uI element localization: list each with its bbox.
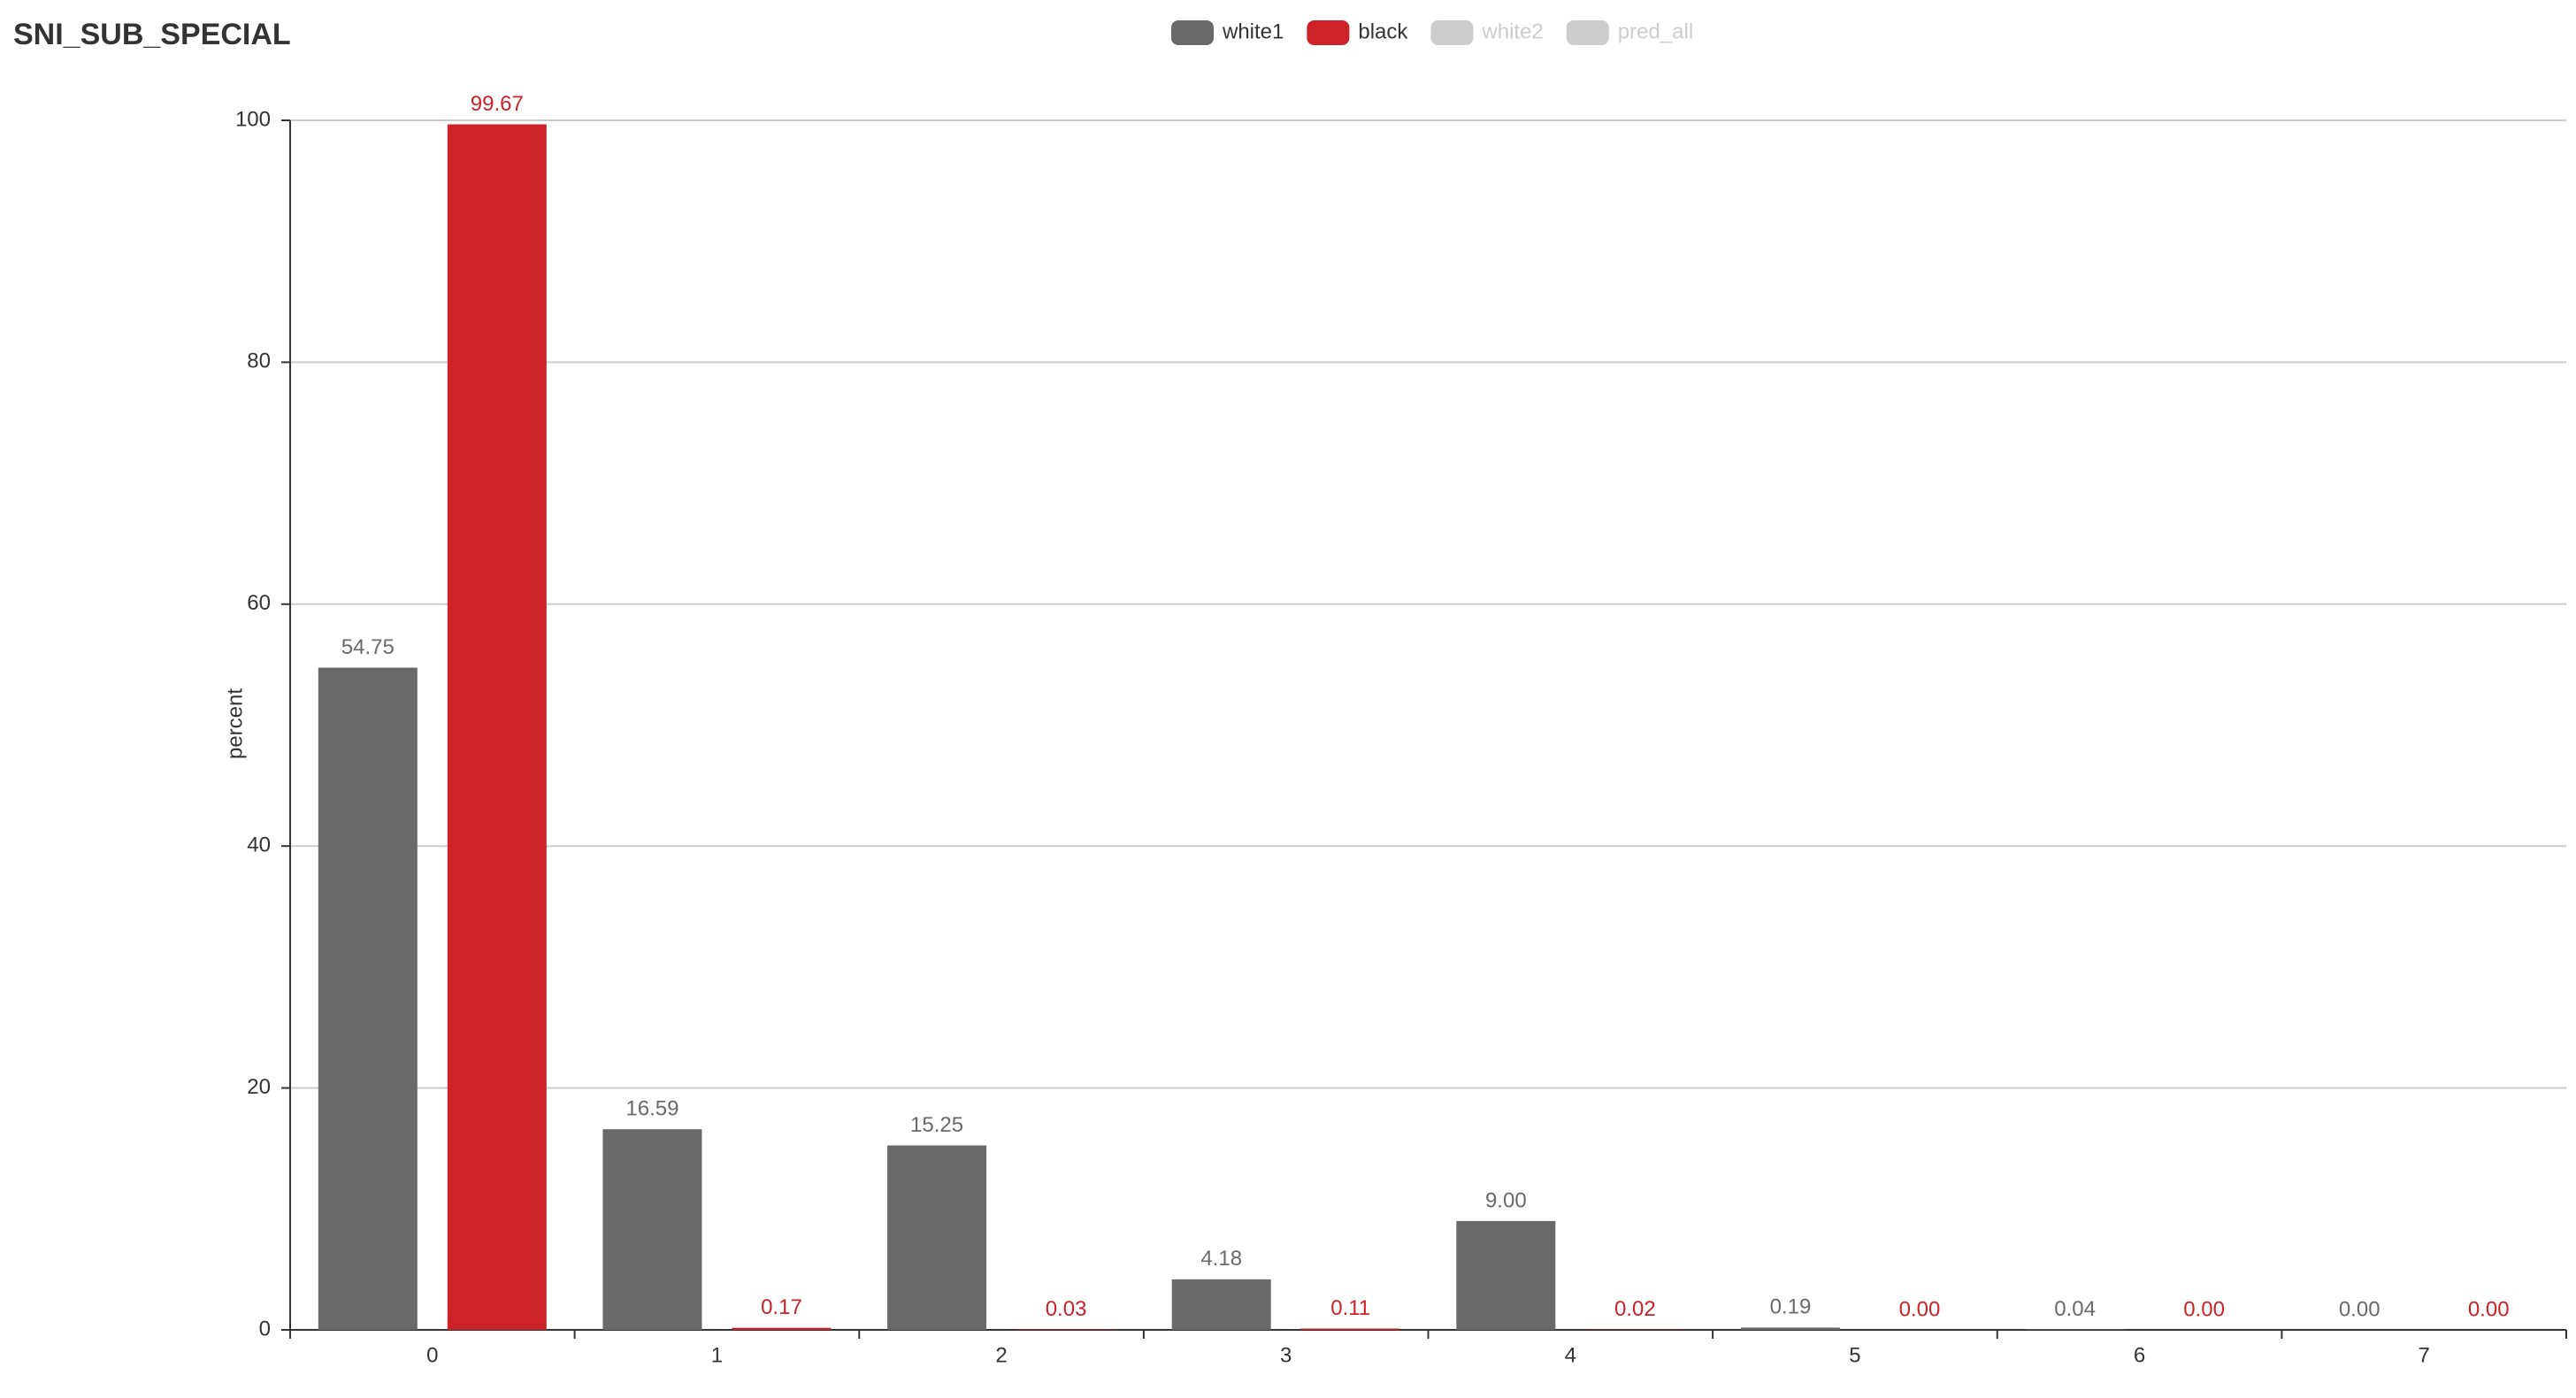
y-tick-label: 100 [235,107,271,131]
value-label: 16.59 [625,1097,678,1121]
bar [887,1145,987,1330]
value-label: 0.00 [2339,1297,2380,1321]
bar [318,667,418,1330]
y-axis-label: percent [223,688,247,759]
value-label: 0.11 [1330,1296,1370,1320]
value-label: 54.75 [341,635,395,659]
y-tick-label: 60 [247,591,271,615]
legend-label[interactable]: white1 [1222,19,1284,43]
value-label: 0.19 [1770,1295,1812,1319]
value-label: 0.02 [1614,1297,1656,1321]
x-tick-label: 0 [426,1343,438,1367]
x-tick-label: 5 [1849,1343,1860,1367]
x-tick-label: 6 [2134,1343,2145,1367]
bar [447,124,547,1330]
bar [732,1327,832,1330]
x-tick-label: 7 [2419,1343,2430,1367]
value-label: 0.04 [2054,1297,2096,1321]
legend-label[interactable]: pred_all [1618,19,1693,43]
x-tick-label: 2 [995,1343,1007,1367]
bar [1456,1220,1556,1330]
bar [1300,1328,1400,1330]
x-tick-label: 4 [1565,1343,1576,1367]
x-tick-label: 3 [1280,1343,1292,1367]
bar [602,1129,702,1330]
y-tick-label: 40 [247,833,271,857]
value-label: 15.25 [910,1113,963,1137]
y-tick-label: 80 [247,350,271,373]
bar [2025,1329,2125,1330]
legend-label[interactable]: white2 [1481,19,1543,43]
value-label: 0.03 [1046,1297,1087,1321]
bar [1171,1279,1271,1330]
value-label: 99.67 [471,92,524,116]
value-label: 0.00 [2468,1297,2510,1321]
value-label: 0.17 [761,1295,802,1319]
value-label: 0.00 [2183,1297,2225,1321]
chart-title: SNI_SUB_SPECIAL [13,18,291,51]
legend-label[interactable]: black [1358,19,1408,43]
bar [1740,1327,1840,1330]
value-label: 0.00 [1899,1297,1941,1321]
value-label: 4.18 [1200,1247,1242,1271]
x-tick-label: 1 [711,1343,723,1367]
legend-swatch[interactable] [1171,20,1214,45]
legend-swatch[interactable] [1430,20,1474,45]
y-tick-label: 20 [247,1075,271,1099]
y-tick-label: 0 [259,1317,271,1340]
value-label: 9.00 [1485,1188,1527,1212]
legend-swatch[interactable] [1566,20,1609,45]
legend-swatch[interactable] [1307,20,1350,45]
